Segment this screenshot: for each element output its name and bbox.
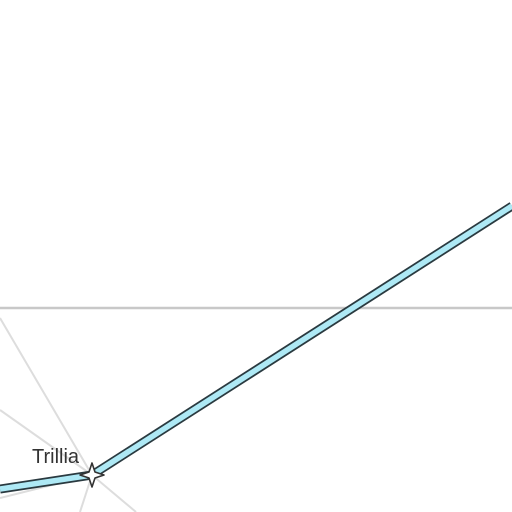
minor-road	[0, 317, 93, 476]
minor-road	[0, 409, 93, 476]
place-label-trillia[interactable]: Trillia	[32, 446, 80, 468]
minor-road	[91, 474, 137, 512]
star-icon[interactable]	[79, 462, 105, 488]
